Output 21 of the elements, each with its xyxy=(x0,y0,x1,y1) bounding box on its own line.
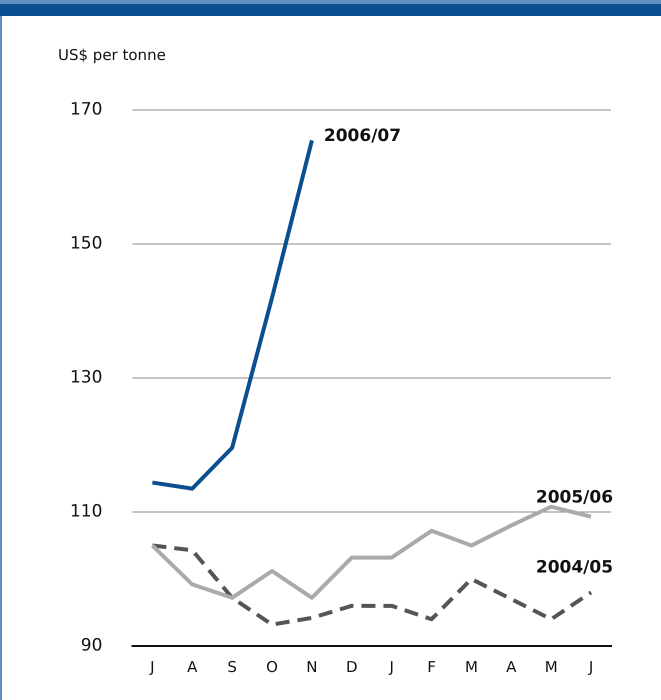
x-tick-label: A xyxy=(506,658,518,676)
x-tick-label: J xyxy=(388,658,394,676)
y-tick-label: 170 xyxy=(70,100,102,120)
x-tick-label: M xyxy=(464,658,478,676)
x-tick-label: A xyxy=(187,658,198,676)
y-tick-label: 150 xyxy=(70,234,102,254)
x-tick-label: J xyxy=(149,658,155,676)
x-tick-label: D xyxy=(346,658,358,676)
x-tick-label: J xyxy=(588,658,594,676)
y-tick-label: 110 xyxy=(70,501,102,522)
series-label: 2006/07 xyxy=(324,126,402,146)
series-label: 2004/05 xyxy=(536,557,614,578)
series-label: 2005/06 xyxy=(536,488,614,508)
x-tick-label: O xyxy=(266,658,278,676)
x-tick-label: S xyxy=(227,658,237,676)
x-tick-label: F xyxy=(427,658,436,676)
y-tick-label: 90 xyxy=(80,635,102,656)
y-tick-label: 130 xyxy=(70,368,102,388)
x-tick-label: M xyxy=(544,658,558,676)
y-axis-title: US$ per tonne xyxy=(58,46,166,64)
x-tick-label: N xyxy=(306,658,318,676)
